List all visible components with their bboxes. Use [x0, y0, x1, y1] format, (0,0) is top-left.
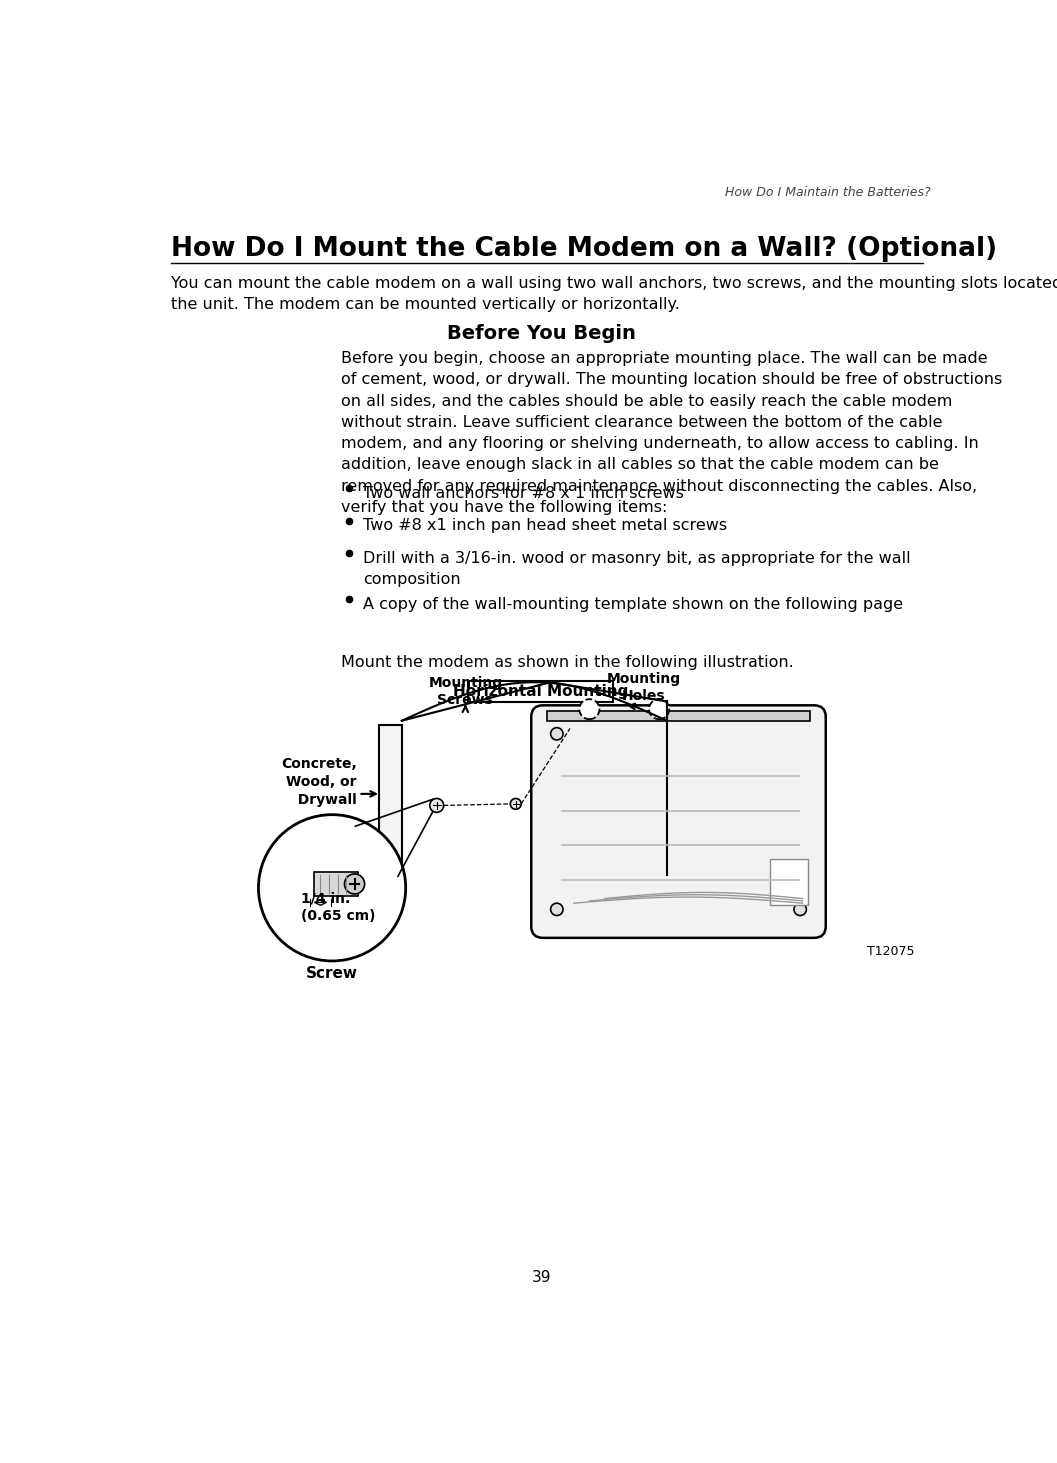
Text: Before you begin, choose an appropriate mounting place. The wall can be made
of : Before you begin, choose an appropriate … — [341, 351, 1003, 515]
Text: Concrete,
Wood, or
  Drywall: Concrete, Wood, or Drywall — [281, 758, 357, 808]
FancyBboxPatch shape — [546, 711, 811, 721]
Circle shape — [430, 799, 444, 812]
Circle shape — [551, 727, 563, 740]
Text: T12075: T12075 — [868, 945, 915, 958]
FancyBboxPatch shape — [532, 705, 826, 938]
Text: You can mount the cable modem on a wall using two wall anchors, two screws, and : You can mount the cable modem on a wall … — [171, 275, 1057, 312]
Text: Horizontal Mounting: Horizontal Mounting — [452, 685, 628, 699]
Text: 39: 39 — [532, 1270, 551, 1285]
Circle shape — [551, 903, 563, 916]
Text: How Do I Maintain the Batteries?: How Do I Maintain the Batteries? — [725, 186, 930, 199]
Text: A copy of the wall-mounting template shown on the following page: A copy of the wall-mounting template sho… — [363, 597, 903, 612]
Circle shape — [794, 903, 806, 916]
Text: Mount the modem as shown in the following illustration.: Mount the modem as shown in the followin… — [341, 655, 794, 670]
Circle shape — [345, 873, 365, 894]
Text: Screw: Screw — [307, 966, 358, 980]
Text: Drill with a 3/16-in. wood or masonry bit, as appropriate for the wall
compositi: Drill with a 3/16-in. wood or masonry bi… — [363, 550, 911, 587]
Circle shape — [579, 699, 599, 720]
Circle shape — [649, 699, 669, 720]
Circle shape — [259, 815, 406, 961]
Polygon shape — [378, 724, 402, 882]
FancyBboxPatch shape — [769, 859, 808, 904]
Text: Mounting
Holes: Mounting Holes — [607, 672, 681, 704]
Circle shape — [511, 799, 521, 809]
Text: Two #8 x1 inch pan head sheet metal screws: Two #8 x1 inch pan head sheet metal scre… — [363, 518, 727, 533]
Text: Before You Begin: Before You Begin — [447, 325, 635, 344]
FancyBboxPatch shape — [468, 680, 613, 702]
Text: Mounting
Screws: Mounting Screws — [428, 676, 502, 707]
FancyBboxPatch shape — [314, 872, 357, 897]
Text: How Do I Mount the Cable Modem on a Wall? (Optional): How Do I Mount the Cable Modem on a Wall… — [171, 236, 997, 262]
Text: 1/4 in.
(0.65 cm): 1/4 in. (0.65 cm) — [301, 891, 375, 923]
Text: Two wall anchors for #8 x 1 inch screws: Two wall anchors for #8 x 1 inch screws — [363, 486, 684, 500]
